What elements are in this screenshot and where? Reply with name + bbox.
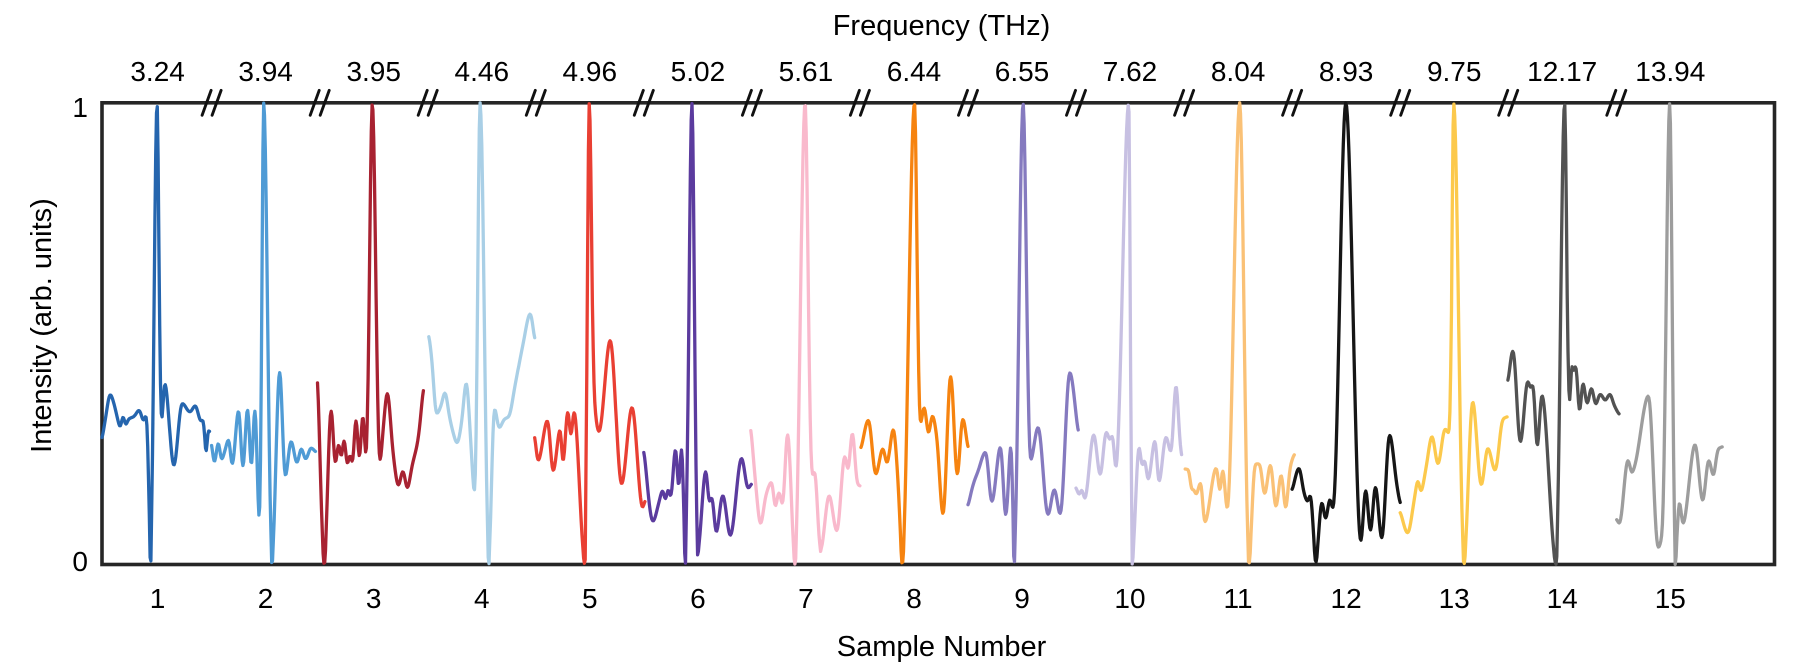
svg-text:8.04: 8.04 (1211, 56, 1266, 87)
svg-text:3.95: 3.95 (346, 56, 401, 87)
svg-text:9: 9 (1014, 583, 1030, 614)
svg-text:13: 13 (1439, 583, 1470, 614)
svg-text:8: 8 (906, 583, 922, 614)
svg-text:5.61: 5.61 (779, 56, 834, 87)
svg-text:1: 1 (150, 583, 166, 614)
svg-text:12: 12 (1331, 583, 1362, 614)
svg-text:5: 5 (582, 583, 598, 614)
svg-text:5.02: 5.02 (671, 56, 726, 87)
svg-text:11: 11 (1224, 583, 1253, 614)
svg-text:Sample Number: Sample Number (837, 631, 1047, 663)
svg-text:3: 3 (366, 583, 382, 614)
svg-text:4: 4 (474, 583, 490, 614)
svg-text:3.94: 3.94 (238, 56, 293, 87)
svg-text:10: 10 (1114, 583, 1145, 614)
svg-text:12.17: 12.17 (1527, 56, 1597, 87)
svg-text:4.96: 4.96 (563, 56, 618, 87)
svg-text:6.44: 6.44 (887, 56, 942, 87)
svg-text:2: 2 (258, 583, 274, 614)
svg-text:8.93: 8.93 (1319, 56, 1374, 87)
svg-text:Frequency (THz): Frequency (THz) (833, 10, 1051, 42)
svg-text:9.75: 9.75 (1427, 56, 1482, 87)
svg-text:0: 0 (72, 546, 88, 577)
svg-text:15: 15 (1655, 583, 1686, 614)
svg-text:4.46: 4.46 (455, 56, 510, 87)
svg-text:6.55: 6.55 (995, 56, 1050, 87)
svg-text:1: 1 (72, 92, 88, 123)
svg-text:14: 14 (1547, 583, 1578, 614)
svg-text:13.94: 13.94 (1635, 56, 1705, 87)
svg-text:7: 7 (798, 583, 814, 614)
svg-text:3.24: 3.24 (130, 56, 185, 87)
svg-text:Intensity (arb. units): Intensity (arb. units) (26, 198, 58, 453)
svg-text:6: 6 (690, 583, 706, 614)
svg-text:7.62: 7.62 (1103, 56, 1158, 87)
